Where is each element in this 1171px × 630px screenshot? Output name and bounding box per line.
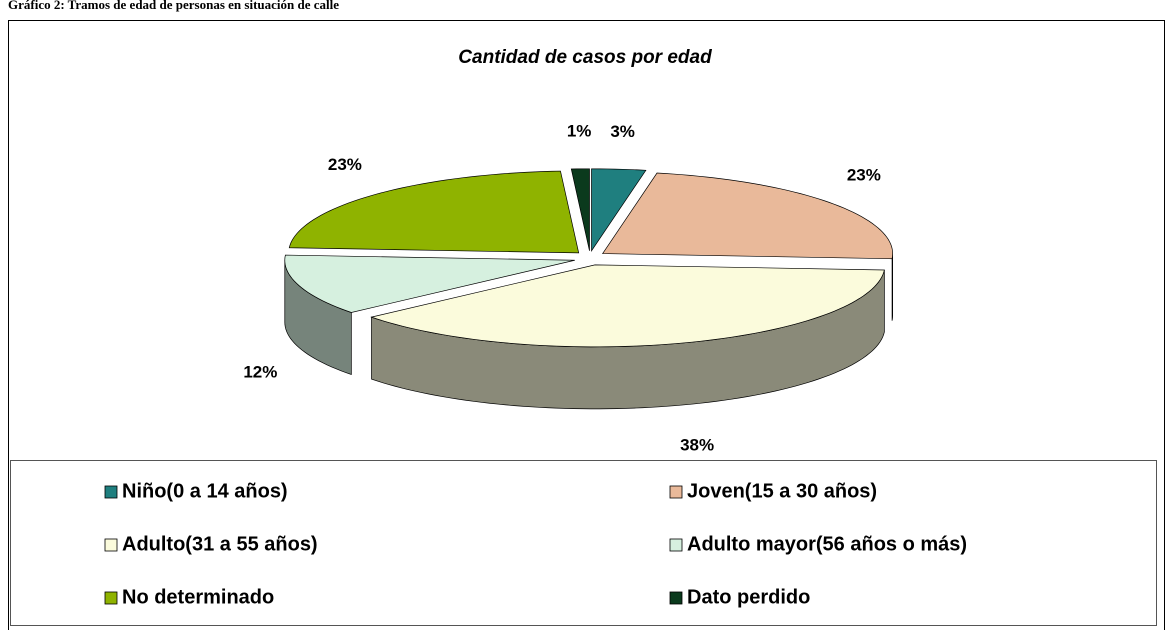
header: Gráfico 2: Tramos de edad de personas en…	[8, 0, 339, 12]
slice	[601, 172, 893, 260]
legend-label: Dato perdido	[687, 586, 810, 608]
legend-label: Niño(0 a 14 años)	[122, 480, 288, 502]
legend-swatch	[669, 485, 683, 499]
data-label: 38%	[680, 436, 714, 455]
data-label: 12%	[243, 363, 277, 382]
legend-swatch	[104, 538, 118, 552]
data-label: 3%	[610, 122, 635, 141]
legend-box	[10, 460, 1157, 626]
slice-side	[891, 253, 893, 321]
legend-swatch	[104, 591, 118, 605]
legend-label: Adulto(31 a 55 años)	[122, 533, 318, 555]
data-label: 23%	[328, 155, 362, 174]
slice	[570, 168, 590, 251]
chart-frame	[8, 20, 1165, 630]
slice	[591, 168, 647, 252]
data-label: 1%	[567, 122, 592, 141]
slice	[288, 170, 580, 254]
legend-label: No determinado	[122, 586, 274, 608]
data-label: 23%	[847, 166, 881, 185]
legend-swatch	[669, 591, 683, 605]
legend-label: Adulto mayor(56 años o más)	[687, 533, 967, 555]
legend-label: Joven(15 a 30 años)	[687, 480, 877, 502]
legend-swatch	[104, 485, 118, 499]
legend-swatch	[669, 538, 683, 552]
slice	[284, 254, 575, 313]
slice	[370, 264, 885, 348]
chart-title: Cantidad de casos por edad	[458, 47, 712, 68]
